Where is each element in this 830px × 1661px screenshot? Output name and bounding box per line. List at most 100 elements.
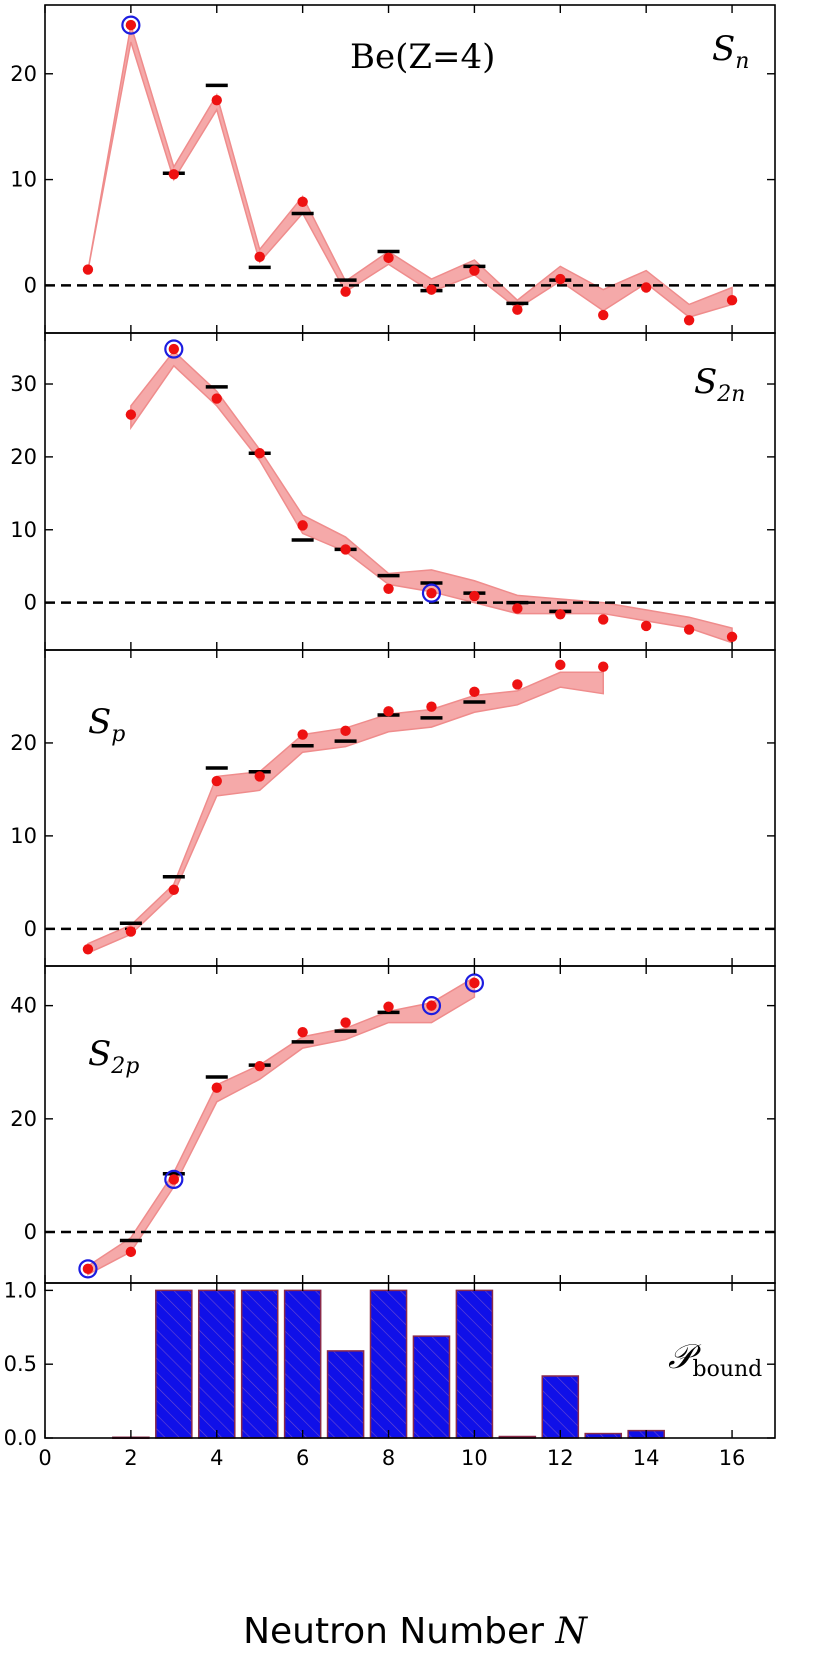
highlight-ring bbox=[121, 15, 141, 35]
y-tick-label: 0 bbox=[24, 273, 37, 297]
panel-label-s2p-sub: 2p bbox=[110, 1054, 139, 1079]
highlight-ring bbox=[421, 996, 442, 1016]
uncertainty-band bbox=[87, 976, 476, 1276]
panels-group: 0 10 20 0 10 20 30 0 10 20 0 20 40 0.0 0.5 1.0 0 2 4 6 8 10 12… bbox=[4, 4, 776, 1470]
panel-label-s2n-sub: 2n bbox=[716, 382, 745, 407]
x-tick-label: 16 bbox=[719, 1446, 746, 1470]
y-tick-label: 0 bbox=[24, 917, 37, 941]
prediction-point bbox=[512, 304, 523, 315]
prediction-point bbox=[211, 775, 222, 787]
prediction-point bbox=[254, 1060, 265, 1072]
prediction-point bbox=[211, 393, 222, 404]
y-tick-label: 40 bbox=[10, 994, 37, 1018]
highlight-ring bbox=[421, 583, 442, 603]
prediction-point bbox=[297, 196, 308, 207]
probability-bar bbox=[197, 1289, 236, 1439]
title-text: Be(Z=4) bbox=[350, 37, 495, 77]
prediction-point bbox=[297, 729, 308, 740]
prediction-point bbox=[297, 520, 308, 531]
prediction-point bbox=[598, 614, 609, 625]
prediction-point bbox=[168, 1174, 180, 1185]
panel-p-bound: 0.0 0.5 1.0 0 2 4 6 8 10 12 14 16 bbox=[4, 1278, 776, 1470]
y-tick-label: 20 bbox=[10, 445, 37, 469]
panel-s-2p: 0 20 40 bbox=[10, 965, 776, 1284]
prediction-point bbox=[125, 409, 137, 420]
prediction-point bbox=[211, 1082, 222, 1093]
x-axis-label-var: N bbox=[554, 1611, 588, 1652]
panel-s-2n: 0 10 20 30 bbox=[10, 332, 776, 651]
prediction-point bbox=[683, 624, 695, 635]
prediction-point bbox=[125, 1246, 137, 1258]
panel-label-pbound-sub: bound bbox=[693, 1357, 763, 1382]
prediction-point bbox=[726, 295, 738, 306]
x-tick-label: 14 bbox=[633, 1446, 660, 1470]
panel-label-sp-sub: p bbox=[111, 722, 125, 747]
prediction-point bbox=[512, 603, 523, 614]
x-tick-label: 12 bbox=[547, 1446, 574, 1470]
panel-label-pbound: 𝒫bound bbox=[668, 1337, 762, 1382]
prediction-point bbox=[683, 315, 695, 326]
x-tick-label: 0 bbox=[38, 1446, 51, 1470]
uncertainty-band bbox=[87, 671, 604, 955]
panel-label-sn-main: S bbox=[712, 29, 735, 69]
panel-label-s2n: S2n bbox=[694, 362, 745, 407]
panel-label-s2p: S2p bbox=[88, 1034, 139, 1079]
prediction-point bbox=[168, 884, 180, 895]
highlight-ring bbox=[164, 339, 184, 359]
prediction-point bbox=[211, 95, 222, 106]
probability-bar bbox=[541, 1375, 580, 1439]
y-tick-label: 0 bbox=[24, 1220, 37, 1244]
panel-label-sp: Sp bbox=[88, 702, 125, 747]
prediction-point bbox=[726, 631, 738, 643]
prediction-point bbox=[555, 659, 566, 671]
prediction-point bbox=[383, 583, 394, 594]
prediction-point bbox=[254, 448, 265, 459]
y-tick-label: 0.0 bbox=[4, 1426, 37, 1450]
y-tick-label: 20 bbox=[10, 1107, 37, 1131]
prediction-point bbox=[426, 701, 437, 712]
prediction-point bbox=[82, 1263, 94, 1275]
prediction-point bbox=[168, 169, 180, 180]
x-tick-label: 6 bbox=[296, 1446, 309, 1470]
prediction-point bbox=[640, 620, 652, 632]
prediction-point bbox=[168, 343, 180, 355]
x-tick-label: 4 bbox=[210, 1446, 223, 1470]
y-tick-label: 0 bbox=[24, 591, 37, 615]
prediction-point bbox=[598, 661, 609, 672]
prediction-point bbox=[383, 252, 394, 264]
x-tick-label: 8 bbox=[382, 1446, 395, 1470]
x-tick-label: 2 bbox=[124, 1446, 137, 1470]
panel-label-sn: Sn bbox=[712, 29, 749, 74]
prediction-point bbox=[555, 273, 566, 285]
panel-s-p: 0 10 20 bbox=[10, 649, 776, 967]
probability-bar bbox=[155, 1289, 193, 1439]
prediction-point bbox=[469, 590, 480, 602]
prediction-point bbox=[469, 265, 480, 276]
highlight-ring bbox=[464, 973, 485, 993]
y-tick-label: 1.0 bbox=[4, 1278, 37, 1302]
probability-bar bbox=[283, 1289, 322, 1439]
prediction-point bbox=[426, 587, 437, 599]
prediction-point bbox=[512, 679, 523, 690]
panel-frame bbox=[44, 649, 776, 967]
prediction-point bbox=[340, 286, 351, 297]
prediction-point bbox=[555, 609, 566, 620]
y-tick-label: 30 bbox=[10, 372, 37, 396]
prediction-point bbox=[426, 1000, 437, 1011]
panel-label-s2n-main: S bbox=[694, 362, 717, 402]
panel-title: Be(Z=4) bbox=[350, 37, 495, 77]
prediction-point bbox=[297, 1027, 308, 1038]
prediction-point bbox=[254, 251, 265, 263]
prediction-point bbox=[125, 926, 137, 937]
prediction-point bbox=[125, 19, 137, 31]
prediction-point bbox=[82, 264, 94, 275]
prediction-point bbox=[340, 1017, 351, 1028]
y-tick-label: 20 bbox=[10, 731, 37, 755]
x-tick-label: 10 bbox=[461, 1446, 488, 1470]
prediction-point bbox=[469, 977, 480, 989]
x-axis-label: Neutron Number N bbox=[243, 1611, 588, 1652]
y-tick-label: 20 bbox=[10, 62, 37, 86]
y-tick-label: 10 bbox=[10, 824, 37, 848]
highlight-ring bbox=[164, 1169, 184, 1190]
